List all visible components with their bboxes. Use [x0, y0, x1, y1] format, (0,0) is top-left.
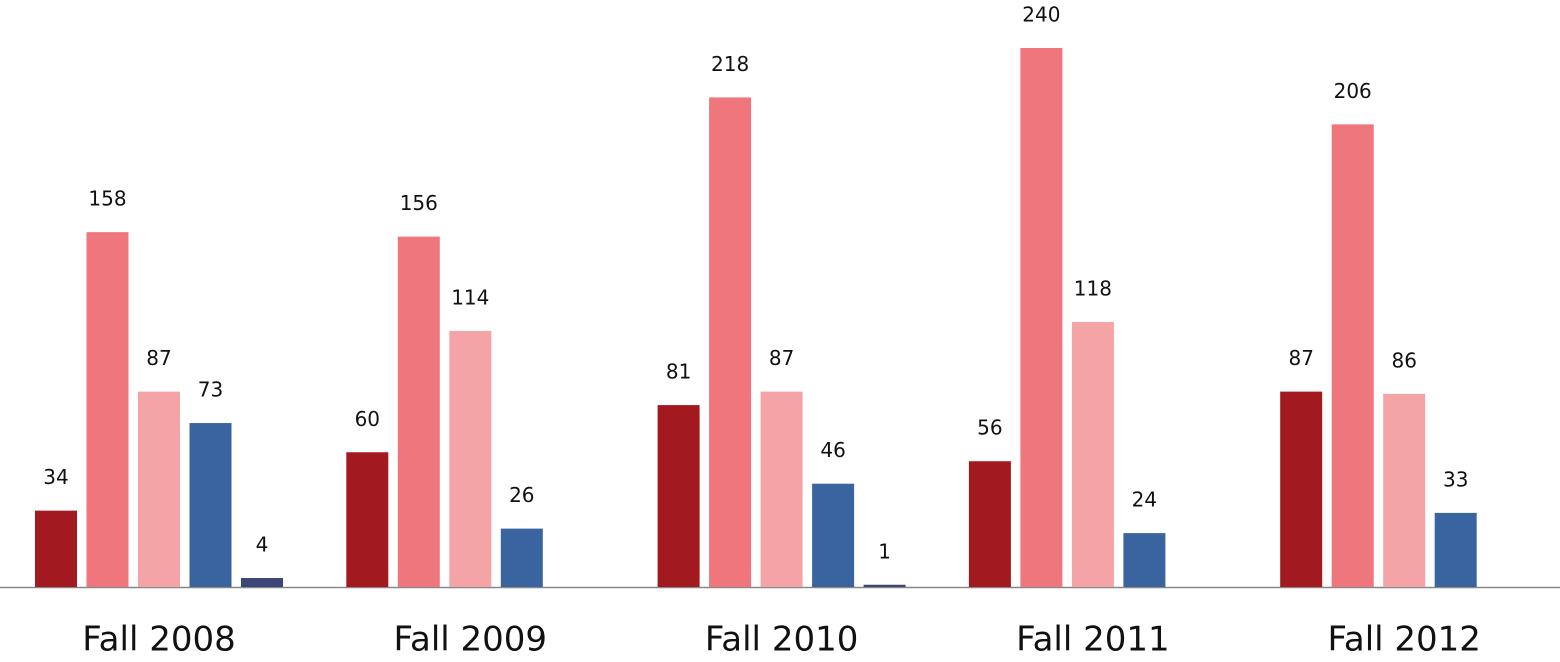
bar	[1020, 48, 1063, 587]
x-tick-label: Fall 2010	[705, 620, 859, 660]
data-label: 24	[1132, 488, 1157, 512]
bar	[35, 510, 77, 587]
bar	[449, 330, 492, 587]
x-tick-label: Fall 2008	[82, 620, 236, 660]
bar	[138, 391, 180, 587]
bar	[397, 236, 440, 587]
bar	[241, 578, 283, 587]
bar	[1071, 321, 1114, 587]
bar	[1434, 512, 1477, 587]
bar	[500, 528, 543, 587]
bar	[968, 461, 1011, 587]
bar	[189, 423, 232, 587]
data-label: 156	[400, 191, 438, 215]
bar	[1331, 124, 1374, 587]
data-label: 4	[256, 533, 269, 557]
bar	[812, 483, 855, 587]
data-label: 81	[666, 360, 691, 384]
bar	[1383, 393, 1426, 587]
data-label: 1	[878, 539, 891, 563]
data-label: 26	[509, 483, 534, 507]
bar	[760, 391, 803, 587]
data-label: 87	[146, 346, 171, 370]
bar	[657, 405, 700, 587]
data-label: 114	[451, 285, 489, 309]
bar	[709, 97, 752, 588]
data-label: 34	[43, 465, 68, 489]
data-label: 46	[820, 438, 845, 462]
bar	[863, 584, 906, 587]
bar	[86, 232, 129, 588]
bar	[1280, 391, 1323, 587]
x-tick-label: Fall 2012	[1327, 620, 1481, 660]
data-label: 56	[977, 416, 1002, 440]
data-label: 87	[1288, 346, 1313, 370]
data-label: 218	[711, 52, 749, 76]
bar	[1123, 533, 1166, 587]
data-label: 158	[88, 187, 126, 211]
data-label: 33	[1443, 467, 1468, 491]
data-label: 86	[1391, 348, 1416, 372]
bar	[346, 452, 389, 587]
data-label: 118	[1074, 276, 1112, 300]
x-tick-label: Fall 2011	[1016, 620, 1170, 660]
data-label: 73	[198, 378, 223, 402]
data-label: 60	[355, 407, 380, 431]
data-label: 240	[1022, 3, 1060, 27]
data-label: 87	[769, 346, 794, 370]
x-tick-label: Fall 2009	[394, 620, 548, 660]
data-label: 206	[1334, 79, 1372, 103]
